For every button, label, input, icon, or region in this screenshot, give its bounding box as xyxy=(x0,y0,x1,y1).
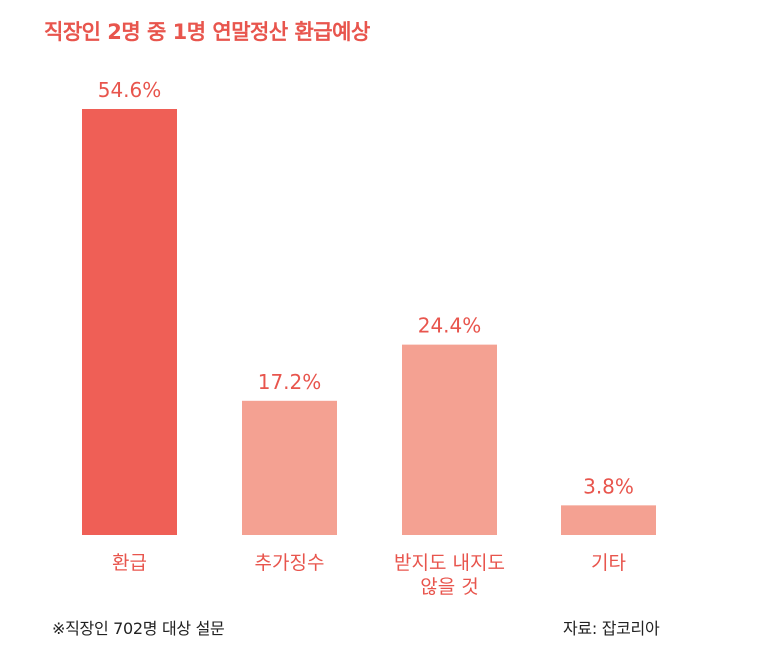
category-label-1: 추가징수 xyxy=(255,552,325,574)
value-label-1: 17.2% xyxy=(258,370,322,394)
bar-1 xyxy=(242,400,337,535)
value-label-3: 3.8% xyxy=(583,474,634,498)
category-label-2-line-0: 받지도 내지도 xyxy=(394,552,505,574)
bar-0 xyxy=(82,109,177,535)
category-label-2-line-1: 않을 것 xyxy=(420,576,478,598)
value-label-0: 54.6% xyxy=(98,78,162,102)
footnote: ※직장인 702명 대상 설문 xyxy=(52,619,225,638)
category-label-3: 기타 xyxy=(591,552,626,574)
bar-2 xyxy=(402,344,497,535)
category-label-0: 환급 xyxy=(112,552,147,574)
bar-3 xyxy=(561,505,656,535)
value-label-2: 24.4% xyxy=(418,314,482,338)
chart-title: 직장인 2명 중 1명 연말정산 환급예상 xyxy=(44,20,370,44)
source-note: 자료: 잡코리아 xyxy=(563,619,660,638)
